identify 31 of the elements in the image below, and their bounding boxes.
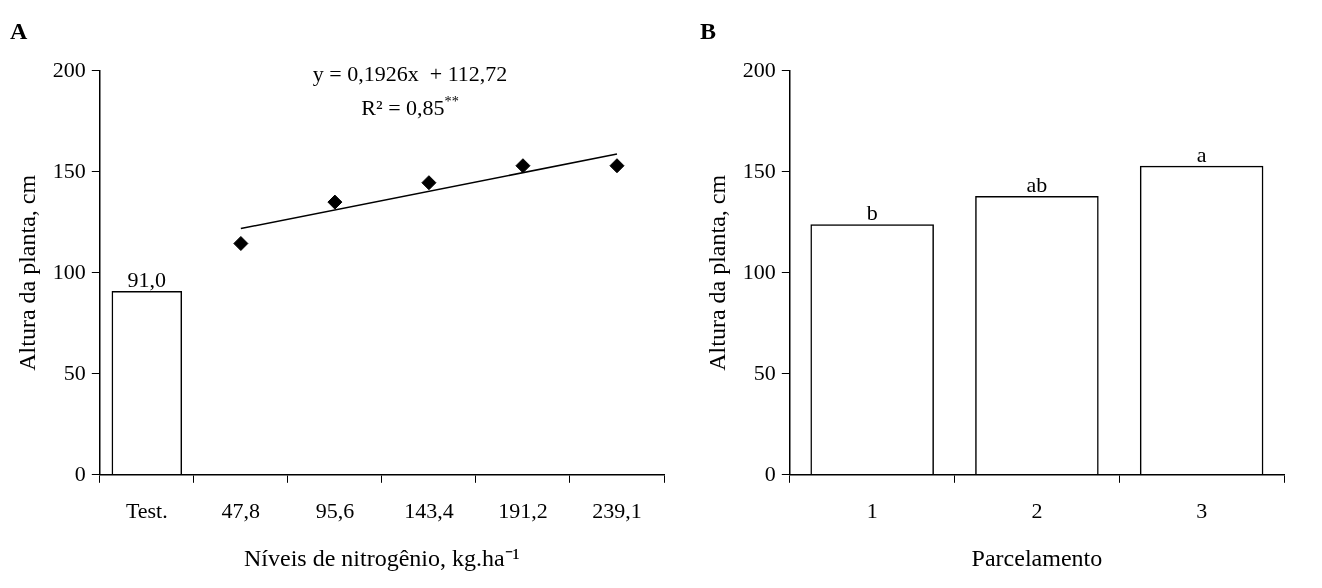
x-tick-label: 3 [1196, 497, 1208, 523]
y-tick-label: 200 [742, 56, 776, 82]
x-tick-label: 47,8 [221, 497, 261, 523]
annotation: ab [1026, 172, 1048, 198]
y-tick-label: 150 [742, 157, 776, 183]
y-tick-label: 50 [63, 359, 86, 385]
annotation: a [1196, 141, 1207, 167]
y-axis-title: Altura da planta, cm [13, 174, 40, 371]
x-tick-label: 2 [1031, 497, 1043, 523]
data-label: 91,0 [127, 266, 167, 292]
y-tick-label: 0 [74, 460, 86, 486]
chart-title: B [700, 17, 717, 44]
y-tick-label: 150 [52, 157, 86, 183]
y-tick-label: 50 [753, 359, 776, 385]
x-axis-title: Níveis de nitrogênio, kg.ha⁻¹ [243, 544, 520, 571]
y-axis-title: Altura da planta, cm [703, 174, 730, 371]
x-tick-label: 95,6 [315, 497, 355, 523]
y-tick-label: 100 [742, 258, 776, 284]
annotation: R² = 0,85** [361, 93, 459, 120]
annotation: b [866, 200, 878, 226]
annotation: y = 0,1926x + 112,72 [312, 60, 508, 86]
y-tick-label: 200 [52, 56, 86, 82]
x-tick-label: 239,1 [592, 497, 642, 523]
x-tick-label: 191,2 [498, 497, 548, 523]
y-tick-label: 100 [52, 258, 86, 284]
x-tick-label: 1 [866, 497, 878, 523]
x-axis-title: Parcelamento [971, 544, 1103, 571]
x-tick-label: 143,4 [404, 497, 454, 523]
chart-title: A [10, 17, 28, 44]
x-tick-label: Test. [125, 497, 168, 523]
y-tick-label: 0 [764, 460, 776, 486]
